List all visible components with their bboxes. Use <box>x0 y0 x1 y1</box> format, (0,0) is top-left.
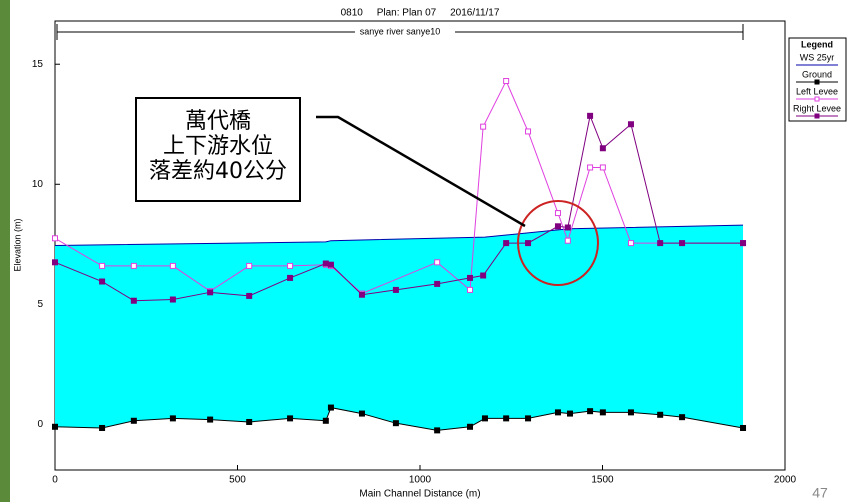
point-marker <box>358 291 365 298</box>
point-marker <box>525 415 532 422</box>
x-axis-label: Main Channel Distance (m) <box>359 489 480 500</box>
y-axis-label: Elevation (m) <box>12 218 22 271</box>
point-marker <box>169 262 176 269</box>
point-marker <box>130 297 137 304</box>
legend-marker <box>814 79 820 85</box>
point-marker <box>679 414 686 421</box>
point-marker <box>564 237 571 244</box>
point-marker <box>481 415 488 422</box>
x-tick-label: 0 <box>52 475 58 486</box>
point-marker <box>130 417 137 424</box>
map-strip <box>0 0 10 502</box>
point-marker <box>52 259 58 266</box>
point-marker <box>467 423 474 430</box>
point-marker <box>434 259 441 266</box>
point-marker <box>287 274 294 281</box>
x-tick-label: 1000 <box>409 475 432 486</box>
legend-label: Ground <box>802 69 832 79</box>
point-marker <box>467 274 474 281</box>
y-tick-label: 10 <box>32 179 44 190</box>
point-marker <box>467 286 474 293</box>
point-marker <box>567 410 574 417</box>
point-marker <box>52 235 58 242</box>
point-marker <box>587 408 594 415</box>
point-marker <box>554 223 561 230</box>
point-marker <box>627 121 634 128</box>
y-tick-label: 5 <box>37 299 43 310</box>
point-marker <box>207 416 214 423</box>
x-tick-label: 500 <box>229 475 246 486</box>
point-marker <box>99 424 106 431</box>
point-marker <box>657 240 664 247</box>
annotation: 上下游水位 <box>163 134 273 159</box>
point-marker <box>322 260 329 267</box>
point-marker <box>599 409 606 416</box>
point-marker <box>503 240 510 247</box>
point-marker <box>599 164 606 171</box>
point-marker <box>525 240 532 247</box>
legend-label: Right Levee <box>793 103 841 113</box>
point-marker <box>130 262 137 269</box>
point-marker <box>327 404 334 411</box>
point-marker <box>587 164 594 171</box>
page-number: 47 <box>812 485 828 501</box>
point-marker <box>322 417 329 424</box>
series-line <box>54 407 744 431</box>
point-marker <box>599 145 606 152</box>
point-marker <box>525 128 532 135</box>
point-marker <box>434 427 441 434</box>
point-marker <box>564 224 571 231</box>
point-marker <box>740 424 747 431</box>
series-line <box>54 114 744 302</box>
point-marker <box>503 78 510 85</box>
point-marker <box>169 415 176 422</box>
legend-marker <box>814 96 820 102</box>
point-marker <box>740 240 747 247</box>
point-marker <box>99 262 106 269</box>
point-marker <box>627 409 634 416</box>
legend-title: Legend <box>801 39 833 49</box>
point-marker <box>99 278 106 285</box>
point-marker <box>52 423 58 430</box>
y-tick-label: 0 <box>37 419 43 430</box>
point-marker <box>657 411 664 418</box>
point-marker <box>554 409 561 416</box>
point-marker <box>392 420 399 427</box>
point-marker <box>480 272 487 279</box>
x-tick-label: 1500 <box>591 475 614 486</box>
x-tick-label: 2000 <box>774 475 797 486</box>
plot: 0 500 1000 1500 2000 0 5 10 15 <box>32 59 797 486</box>
point-marker <box>627 240 634 247</box>
point-marker <box>358 410 365 417</box>
point-marker <box>287 415 294 422</box>
callout-line <box>316 115 526 228</box>
point-marker <box>392 286 399 293</box>
point-marker <box>246 292 253 299</box>
point-marker <box>480 123 487 130</box>
water-fill <box>55 225 744 431</box>
point-marker <box>554 210 561 217</box>
point-marker <box>503 415 510 422</box>
y-tick-label: 15 <box>32 59 44 70</box>
legend-marker <box>814 113 820 119</box>
legend-label: WS 25yr <box>800 52 835 62</box>
point-marker <box>246 262 253 269</box>
annotation: 落差約40公分 <box>149 159 287 184</box>
chart-subtitle: sanye river sanye10 <box>360 26 441 36</box>
subtitle-bg <box>355 27 455 37</box>
chart-title: 0810 Plan: Plan 07 2016/11/17 <box>341 8 500 19</box>
highlight-ellipse <box>517 200 599 286</box>
point-marker <box>679 240 686 247</box>
point-marker <box>207 289 214 296</box>
point-marker <box>287 262 294 269</box>
point-marker <box>587 112 594 119</box>
point-marker <box>327 261 334 268</box>
point-marker <box>434 280 441 287</box>
annotation: 萬代橋 <box>185 109 251 134</box>
callout-box <box>135 97 301 202</box>
point-marker <box>246 418 253 425</box>
legend-label: Left Levee <box>796 86 838 96</box>
point-marker <box>169 296 176 303</box>
